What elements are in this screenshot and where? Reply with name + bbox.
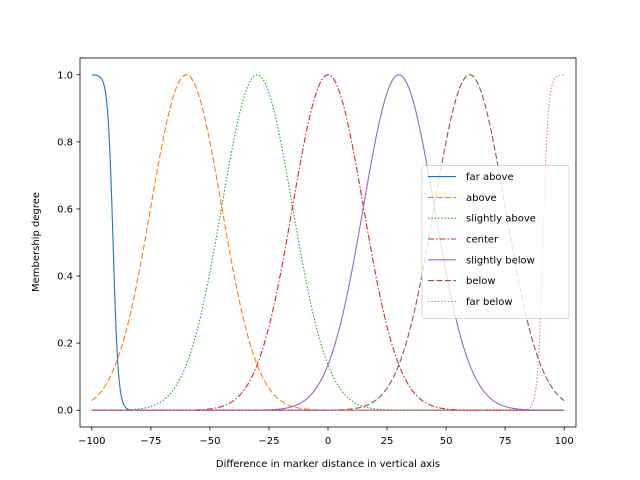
y-tick-label: 0.2 — [57, 339, 73, 350]
legend-box — [421, 165, 570, 319]
y-axis-ticks: 0.0 0.2 0.4 0.6 0.8 1.0 — [57, 70, 80, 417]
legend-label: slightly above — [466, 214, 536, 225]
x-tick-label: −75 — [140, 436, 161, 447]
series-line-below — [91, 74, 565, 411]
x-tick-label: −25 — [258, 436, 279, 447]
plot-lines — [91, 74, 565, 411]
y-tick-label: 1.0 — [57, 70, 73, 81]
x-tick-label: 50 — [440, 436, 453, 447]
y-tick-label: 0.0 — [57, 406, 73, 417]
x-tick-label: 100 — [555, 436, 574, 447]
x-axis-ticks: −100 −75 −50 −25 0 25 50 75 100 — [78, 427, 574, 447]
y-axis-label: Membership degree — [31, 192, 42, 292]
series-line-far-below — [91, 74, 565, 411]
x-tick-label: 25 — [381, 436, 394, 447]
x-axis-label: Difference in marker distance in vertica… — [216, 459, 440, 470]
legend-label: above — [466, 193, 497, 204]
legend-label: slightly below — [466, 255, 535, 266]
x-tick-label: 75 — [499, 436, 512, 447]
legend-label: center — [466, 235, 499, 246]
y-tick-label: 0.8 — [57, 137, 73, 148]
x-tick-label: 0 — [325, 436, 331, 447]
legend-label: far above — [466, 172, 514, 183]
x-tick-label: −50 — [199, 436, 220, 447]
y-tick-label: 0.6 — [57, 204, 73, 215]
legend-label: far below — [466, 297, 513, 308]
series-line-slightly-above — [91, 74, 565, 411]
x-tick-label: −100 — [78, 436, 105, 447]
y-tick-label: 0.4 — [57, 272, 73, 283]
legend: far above above slightly above center slight… — [421, 165, 570, 319]
legend-label: below — [466, 276, 496, 287]
